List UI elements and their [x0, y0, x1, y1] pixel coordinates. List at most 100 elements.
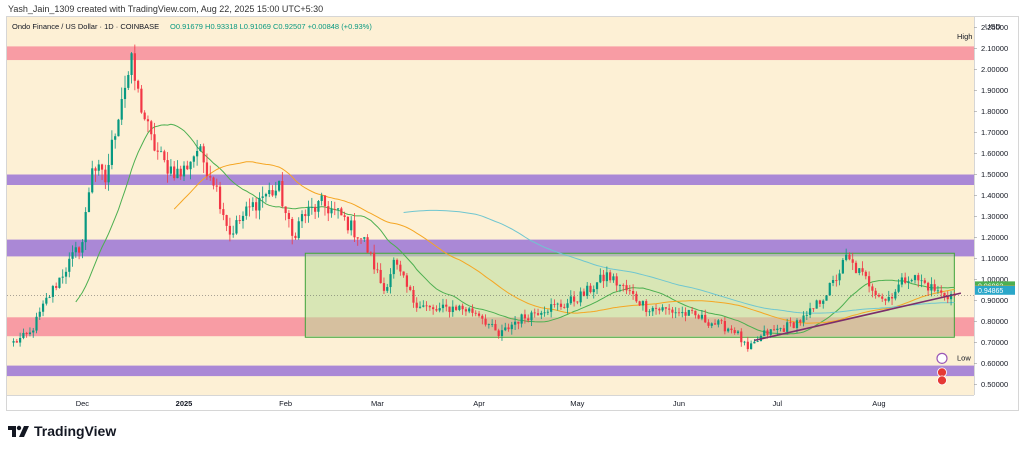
candle-body [645, 301, 648, 312]
candle-body [127, 74, 130, 88]
candle-body [884, 298, 887, 301]
candle-body [323, 195, 327, 207]
candle-body [540, 312, 543, 315]
candle-body [772, 329, 776, 331]
candle-body [546, 311, 549, 313]
candle-body [599, 274, 602, 283]
candle-body [238, 220, 241, 222]
candle-body [792, 322, 795, 329]
candle-body [22, 332, 25, 338]
candle-body [828, 282, 831, 296]
candle-body [769, 329, 772, 335]
candle-body [628, 290, 631, 292]
price-tick-label: 0.80000 [981, 317, 1008, 326]
candle-body [202, 146, 205, 163]
candle-body [150, 121, 153, 135]
time-tick-label: May [570, 399, 584, 408]
candle-body [333, 209, 336, 210]
candle-body [15, 341, 18, 343]
candle-body [222, 209, 225, 216]
candle-body [448, 306, 451, 313]
candle-body [395, 259, 399, 265]
candle-body [415, 302, 418, 308]
candle-body [445, 304, 448, 307]
chart-caption: Yash_Jain_1309 created with TradingView.… [8, 4, 324, 14]
candle-body [458, 305, 461, 310]
candle-body [425, 305, 428, 307]
candle-body [91, 168, 94, 193]
candle-body [38, 311, 41, 317]
candle-body [789, 322, 792, 324]
candle-body [241, 215, 245, 222]
candle-body [153, 134, 156, 151]
candle-body [166, 160, 169, 174]
candle-body [592, 289, 595, 293]
candle-body [877, 294, 881, 297]
candle-body [454, 306, 458, 310]
candle-body [19, 337, 22, 343]
candle-body [94, 168, 97, 171]
price-tick-label: 1.00000 [981, 275, 1008, 284]
candle-body [61, 276, 64, 278]
candle-body [825, 295, 828, 301]
candle-body [310, 207, 313, 208]
candle-body [143, 112, 146, 120]
tradingview-logo-icon [8, 425, 29, 437]
candle-body [513, 321, 517, 325]
candle-body [730, 328, 733, 331]
candle-body [268, 190, 271, 195]
price-tick-label: 0.70000 [981, 338, 1008, 347]
zone-red [7, 46, 974, 61]
chart-panel[interactable]: High Low USD 2.20000 2.10000 2.00000 1.90000 1… [6, 16, 1019, 411]
tradingview-logo[interactable]: TradingView [8, 423, 116, 439]
price-tick-label: 1.80000 [981, 107, 1008, 116]
candle-body [838, 273, 841, 281]
candle-body [117, 119, 120, 137]
candle-body [81, 242, 84, 253]
candle-body [48, 296, 51, 298]
candle-body [550, 304, 553, 312]
candle-body [353, 220, 356, 238]
candle-body [822, 300, 825, 304]
candle-body [579, 291, 582, 303]
candle-body [517, 321, 520, 324]
price-tick-label: 2.10000 [981, 44, 1008, 53]
candle-body [287, 213, 291, 219]
candle-body [681, 312, 684, 314]
time-axis[interactable]: Dec 2025 Feb Mar Apr May Jun Jul Aug [7, 395, 974, 409]
candle-body [700, 314, 704, 319]
candle-body [930, 284, 933, 291]
overlay-layer: High Low [7, 32, 974, 386]
price-tick-label: 1.90000 [981, 86, 1008, 95]
candle-body [874, 290, 877, 295]
candle-layer [12, 44, 956, 352]
candle-body [687, 309, 690, 316]
candle-body [146, 119, 150, 122]
candle-body [494, 323, 497, 331]
candle-body [927, 282, 930, 291]
candle-body [690, 309, 694, 311]
candle-body [307, 207, 310, 217]
candle-body [648, 311, 651, 313]
candle-body [940, 290, 943, 293]
candle-body [261, 196, 264, 198]
zone-purple [7, 365, 974, 377]
candle-body [641, 301, 645, 306]
candle-body [776, 328, 779, 331]
candle-body [861, 268, 864, 272]
candle-body [120, 99, 123, 120]
candle-body [615, 276, 618, 286]
candle-body [428, 305, 431, 308]
candle-body [356, 237, 359, 239]
candle-body [743, 341, 746, 343]
candle-body [405, 275, 409, 287]
candle-body [612, 276, 615, 281]
candle-body [572, 296, 576, 302]
candle-body [507, 327, 510, 330]
candle-body [802, 315, 805, 323]
price-tick-label: 2.00000 [981, 65, 1008, 74]
candle-body [736, 331, 740, 334]
price-tick-label: 2.20000 [981, 23, 1008, 32]
